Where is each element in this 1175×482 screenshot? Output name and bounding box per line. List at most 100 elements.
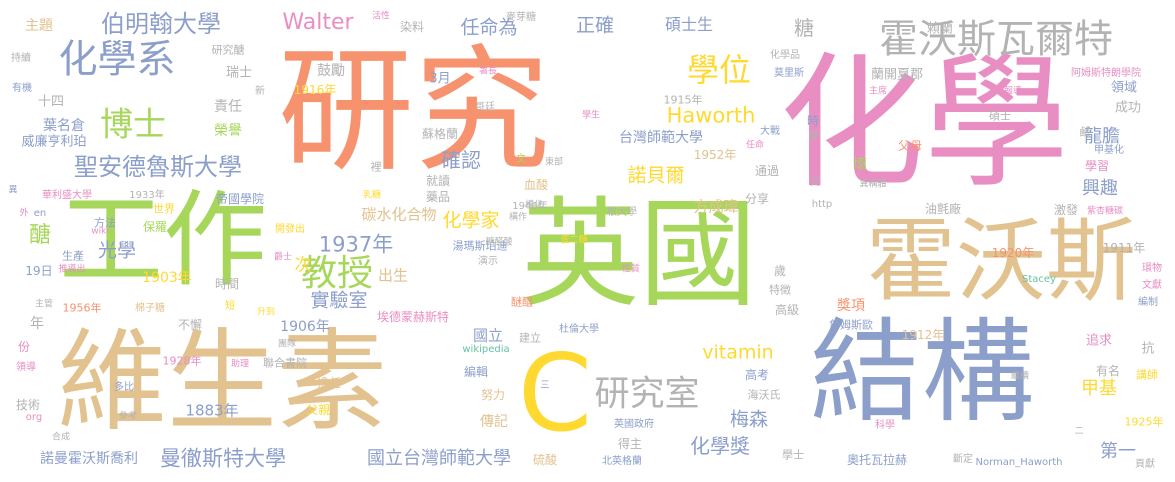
- word: 糖: [794, 16, 814, 40]
- word: 繼續: [1010, 371, 1030, 382]
- word: 1883年: [185, 401, 239, 420]
- word: 諾曼霍沃斯喬利: [40, 451, 138, 467]
- word: 父親: [305, 403, 331, 417]
- word: 構化: [524, 200, 544, 211]
- word: 主題: [25, 18, 53, 34]
- word: 奧托瓦拉赫: [846, 453, 908, 467]
- word: 甲基化: [1094, 145, 1124, 156]
- word: 1937年: [318, 232, 394, 257]
- word: 19日: [25, 264, 53, 278]
- word: 任命: [745, 140, 765, 151]
- word: 助理: [230, 359, 250, 370]
- word: 裡: [370, 160, 382, 174]
- word: 光學: [97, 239, 137, 262]
- word: Haworth: [666, 103, 756, 128]
- word: 出生: [377, 266, 409, 285]
- word: 文獻: [1142, 280, 1162, 291]
- word: 化學品: [770, 50, 800, 61]
- word: 編輯: [463, 365, 489, 379]
- word: 學士: [782, 448, 804, 462]
- word: 紫杏糖碳: [1086, 206, 1124, 217]
- word: 世界: [153, 202, 175, 216]
- word: 醣: [28, 223, 52, 248]
- word: 英國政府: [614, 419, 654, 430]
- word: 麥芽糖: [506, 12, 536, 23]
- word: 擔任: [316, 376, 342, 390]
- word: 學位: [686, 51, 752, 89]
- word: 生產: [62, 249, 84, 263]
- word: 分享: [744, 192, 770, 206]
- word: 染料: [399, 20, 425, 34]
- word: 蘇格蘭: [421, 127, 459, 141]
- word: 台灣師範大學: [619, 130, 703, 146]
- word: 結構: [810, 308, 1034, 438]
- word: 莫里斯: [774, 68, 804, 79]
- word: 1915年: [663, 93, 703, 107]
- word: 高級: [774, 303, 800, 317]
- word: 領導: [16, 362, 36, 373]
- word: 杜倫大學: [559, 324, 599, 335]
- word: 鹼: [1079, 125, 1091, 139]
- word: 要: [809, 131, 819, 142]
- word: 蘭開夏郡: [870, 67, 924, 83]
- word: 乳糖: [362, 190, 382, 201]
- word: 有機: [12, 83, 32, 94]
- word: 威廉亨利珀: [21, 134, 87, 150]
- word: 龍膽: [1084, 126, 1120, 147]
- word: 國立: [472, 326, 504, 345]
- word: 合成: [51, 432, 71, 443]
- word: 3月: [429, 71, 451, 87]
- word: http: [811, 199, 833, 210]
- word: 藥品: [425, 190, 451, 204]
- word: 份: [17, 340, 31, 354]
- word: 講師: [1136, 368, 1158, 382]
- word: 棉子糖: [135, 303, 165, 314]
- word: 化學: [779, 39, 1069, 209]
- word: 第一: [1100, 441, 1136, 462]
- word: 伯明翰大學: [101, 10, 221, 38]
- word: 不懈: [177, 318, 203, 332]
- word: 推導出: [58, 264, 86, 275]
- word: 碩士: [989, 109, 1011, 123]
- word: 責任: [214, 99, 242, 115]
- word: 工作: [58, 179, 268, 301]
- word: 性質: [621, 264, 641, 275]
- word: vitamin: [702, 341, 774, 364]
- word: 國立台灣師範大學: [367, 448, 511, 469]
- word: 壞: [853, 157, 867, 173]
- word: 主席: [868, 86, 888, 97]
- word: 環物: [1142, 263, 1162, 274]
- word: 通過: [754, 164, 780, 178]
- word: 碩士生: [664, 15, 714, 34]
- word: 獎項: [837, 298, 865, 314]
- word: 1903年: [142, 270, 192, 286]
- word: 霍沃斯: [866, 209, 1136, 314]
- word: 東部: [544, 157, 564, 168]
- word: wiki: [91, 226, 109, 237]
- word: 成功: [1114, 100, 1142, 116]
- word: 科學: [875, 420, 895, 431]
- word: 研究醣: [211, 43, 245, 57]
- word: en: [33, 208, 47, 219]
- word: 斷定: [953, 454, 973, 465]
- word: 確認: [441, 148, 481, 172]
- word: 追求: [1085, 333, 1113, 349]
- word: 持續: [11, 53, 31, 64]
- word: 研究室: [594, 374, 700, 415]
- word: 北英格蘭: [602, 456, 642, 467]
- word: 構作: [508, 212, 528, 223]
- word: wikipedia: [462, 344, 510, 355]
- word: 詹姆斯歐: [829, 318, 873, 332]
- word: 得主: [617, 437, 643, 451]
- word: 主管: [34, 299, 54, 310]
- word: 油氈廠: [924, 202, 962, 216]
- word: 1952年: [693, 148, 737, 162]
- word: 爵士: [273, 252, 293, 263]
- word: 正確: [575, 14, 615, 37]
- word: org: [25, 412, 43, 423]
- word: 蛋二糖: [560, 235, 588, 246]
- word: 1916年: [293, 83, 337, 97]
- word: 甲基: [1081, 378, 1117, 399]
- word: 時間: [214, 277, 240, 291]
